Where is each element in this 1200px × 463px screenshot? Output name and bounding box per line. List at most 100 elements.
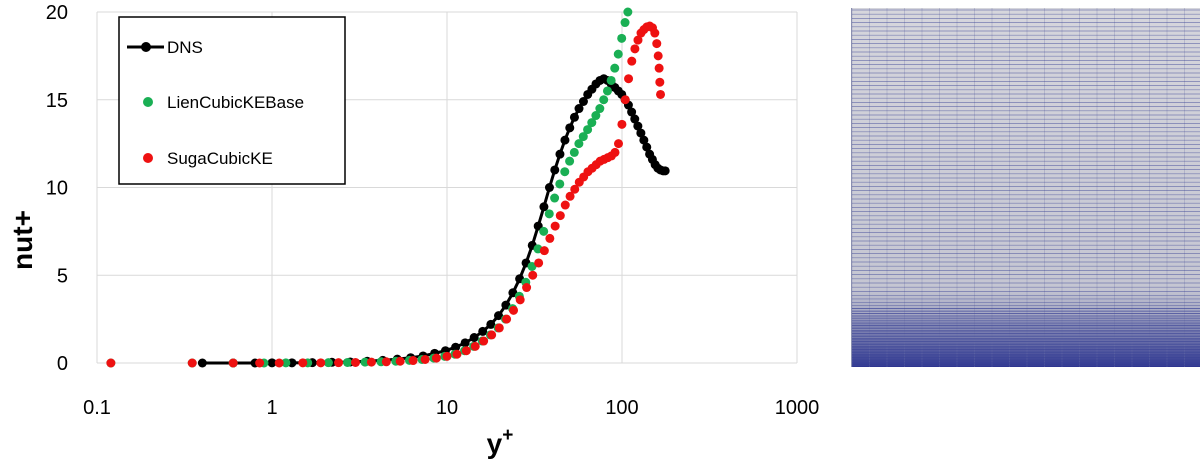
tick-labels: 0.1 1 10 100 1000 0 5 10 15 20 bbox=[46, 2, 820, 419]
data-point bbox=[442, 351, 452, 361]
data-point bbox=[197, 358, 207, 368]
data-point bbox=[366, 357, 376, 367]
data-point bbox=[578, 97, 588, 106]
data-point bbox=[624, 74, 634, 84]
legend: DNS LienCubicKEBase SugaCubicKE bbox=[118, 16, 346, 185]
data-point bbox=[187, 358, 197, 368]
mesh-visualization bbox=[851, 8, 1200, 367]
data-point bbox=[494, 323, 504, 333]
data-point bbox=[583, 125, 593, 135]
data-point bbox=[494, 311, 504, 321]
data-point bbox=[452, 349, 462, 359]
data-point bbox=[539, 202, 549, 212]
data-point bbox=[431, 353, 441, 363]
data-point bbox=[620, 95, 630, 105]
legend-label-lien: LienCubicKEBase bbox=[167, 93, 304, 112]
data-point bbox=[602, 86, 612, 96]
x-axis-title: y+ bbox=[487, 425, 514, 459]
data-point bbox=[334, 358, 344, 368]
data-point bbox=[565, 123, 575, 133]
data-point bbox=[654, 63, 664, 73]
data-point bbox=[470, 341, 480, 351]
data-point bbox=[660, 166, 670, 176]
series-sugacubicke bbox=[106, 21, 666, 368]
x-tick-label: 1000 bbox=[775, 397, 820, 419]
data-point bbox=[469, 333, 479, 343]
data-point bbox=[560, 167, 570, 177]
legend-dns-marker bbox=[141, 42, 151, 52]
data-point bbox=[614, 139, 623, 149]
data-point bbox=[613, 49, 623, 59]
data-point bbox=[574, 139, 584, 149]
mesh-grid-image bbox=[851, 8, 1200, 367]
data-point bbox=[509, 305, 519, 315]
data-point bbox=[274, 358, 284, 368]
x-tick-label: 10 bbox=[436, 397, 458, 419]
data-point bbox=[578, 132, 588, 142]
data-point bbox=[655, 77, 665, 87]
data-point bbox=[610, 147, 620, 157]
data-point bbox=[555, 179, 565, 189]
series-layer bbox=[106, 7, 670, 368]
data-point bbox=[544, 209, 554, 219]
data-point bbox=[595, 104, 605, 114]
x-tick-label: 1 bbox=[266, 397, 277, 419]
data-point bbox=[461, 346, 471, 356]
data-point bbox=[451, 342, 461, 352]
data-point bbox=[599, 95, 609, 105]
data-point bbox=[610, 63, 620, 73]
x-axis-title-base: y bbox=[487, 428, 503, 459]
data-point bbox=[591, 111, 601, 121]
data-point bbox=[487, 330, 497, 340]
x-axis-title-superscript: + bbox=[502, 425, 513, 446]
x-tick-label: 100 bbox=[605, 397, 638, 419]
data-point bbox=[550, 165, 560, 175]
data-point bbox=[650, 28, 660, 38]
data-point bbox=[627, 107, 637, 117]
data-point bbox=[550, 221, 560, 231]
legend-label-dns: DNS bbox=[167, 38, 203, 57]
legend-lien-marker bbox=[143, 97, 153, 107]
legend-suga-marker bbox=[143, 153, 153, 163]
data-point bbox=[570, 184, 580, 194]
data-point bbox=[653, 51, 663, 61]
data-point bbox=[639, 135, 649, 145]
data-point bbox=[633, 35, 643, 45]
data-point bbox=[545, 233, 555, 243]
data-point bbox=[627, 56, 637, 66]
data-point bbox=[633, 121, 643, 131]
data-point bbox=[587, 118, 597, 128]
data-point bbox=[351, 357, 360, 367]
data-point bbox=[620, 18, 630, 28]
data-point bbox=[323, 358, 333, 368]
data-point bbox=[528, 270, 538, 280]
y-tick-label: 10 bbox=[46, 178, 68, 200]
data-point bbox=[636, 128, 646, 138]
data-point bbox=[316, 358, 326, 368]
y-tick-label: 20 bbox=[46, 2, 68, 24]
data-point bbox=[522, 283, 532, 293]
data-point bbox=[267, 358, 277, 368]
data-point bbox=[460, 338, 470, 348]
data-point bbox=[479, 336, 489, 346]
data-point bbox=[502, 314, 512, 324]
data-point bbox=[281, 358, 291, 368]
data-point bbox=[630, 114, 640, 124]
data-point bbox=[255, 358, 265, 368]
data-point bbox=[642, 142, 652, 152]
data-point bbox=[539, 226, 549, 236]
data-point bbox=[569, 147, 579, 157]
x-tick-label: 0.1 bbox=[83, 397, 111, 419]
data-point bbox=[617, 33, 627, 43]
legend-label-suga: SugaCubicKE bbox=[167, 149, 273, 168]
data-point bbox=[555, 211, 565, 221]
data-point bbox=[486, 319, 496, 329]
y-tick-label: 5 bbox=[57, 265, 68, 287]
data-point bbox=[539, 246, 549, 256]
data-point bbox=[478, 326, 488, 336]
data-point bbox=[656, 89, 666, 99]
data-point bbox=[408, 356, 418, 366]
data-point bbox=[569, 112, 579, 122]
data-point bbox=[574, 104, 584, 114]
